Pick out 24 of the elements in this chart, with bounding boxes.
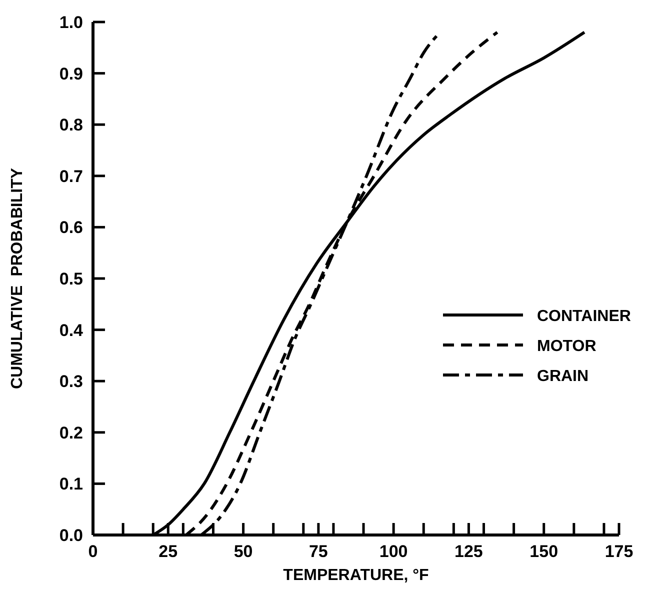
x-tick-label: 0 (88, 542, 98, 561)
y-tick-label: 0.3 (59, 372, 83, 392)
y-tick-label: 0.6 (59, 218, 83, 238)
x-tick-label: 150 (530, 542, 558, 561)
legend-label: MOTOR (537, 338, 597, 355)
y-tick-label: 0.0 (59, 526, 83, 545)
y-tick-label: 0.7 (59, 166, 83, 186)
x-tick-label: 25 (158, 542, 178, 561)
x-tick-label: 75 (308, 542, 328, 561)
legend-label: CONTAINER (537, 308, 632, 325)
y-tick-label: 0.5 (59, 270, 83, 288)
y-tick-label: 0.9 (59, 64, 83, 84)
y-tick-label: 0.1 (59, 474, 83, 494)
y-axis-title: CUMULATIVE PROBABILITY (9, 168, 26, 390)
x-tick-label: 125 (454, 542, 483, 561)
x-tick-label: 100 (379, 542, 408, 561)
y-tick-label: 0.2 (59, 423, 83, 442)
legend-label: GRAIN (537, 368, 589, 385)
x-axis-title: TEMPERATURE, °F (283, 567, 430, 584)
y-tick-label: 0.4 (59, 320, 84, 340)
y-tick-label: 1.0 (59, 13, 83, 32)
x-tick-label: 175 (604, 542, 634, 561)
x-tick-label: 50 (234, 542, 253, 561)
y-tick-label: 0.8 (59, 116, 83, 135)
